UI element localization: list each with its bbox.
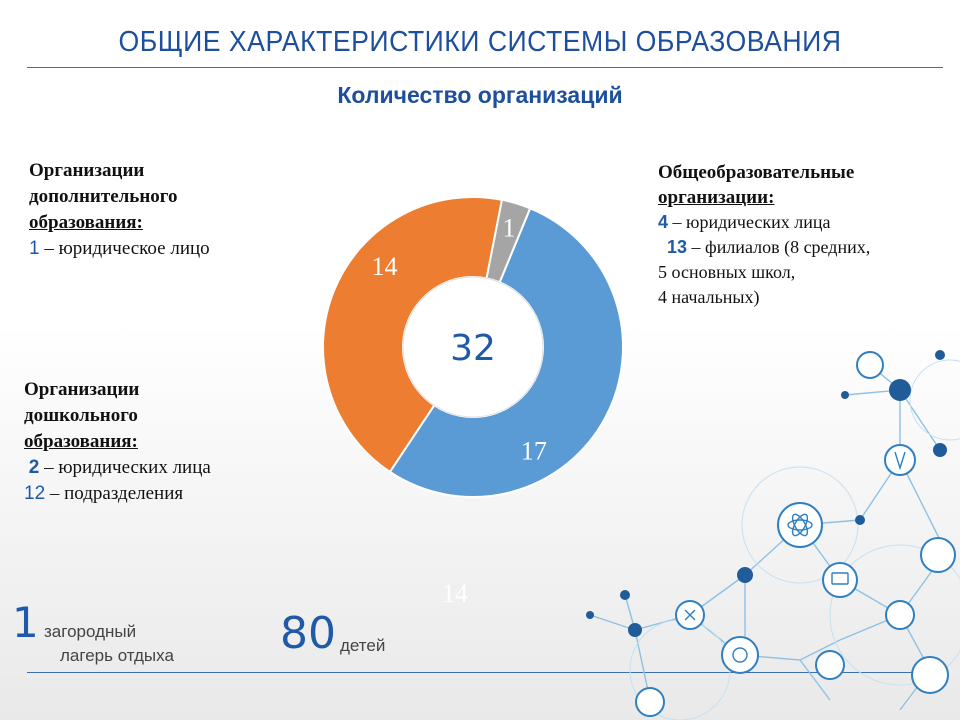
general-education-block: Общеобразовательные организации: 4 – юри…: [658, 160, 870, 310]
donut-hole: [402, 276, 544, 418]
count-line: 2 – юридических лица: [24, 455, 211, 481]
block-heading-line: Организации: [24, 379, 140, 400]
children-count: 80: [280, 608, 336, 659]
count-text: – филиалов (8 средних,: [687, 237, 871, 257]
count-line: 1 – юридическое лицо: [29, 236, 210, 262]
block-heading-line: Общеобразовательные: [658, 162, 855, 183]
count-text: – юридических лица: [39, 457, 211, 478]
detail-line: 4 начальных): [658, 287, 760, 307]
count-text: – подразделения: [45, 483, 184, 504]
count-text: – юридических лица: [668, 212, 831, 232]
block-heading-line: дополнительного: [29, 186, 178, 207]
page-title: ОБЩИЕ ХАРАКТЕРИСТИКИ СИСТЕМЫ ОБРАЗОВАНИЯ: [118, 26, 842, 58]
block-heading-line: образования:: [24, 431, 138, 452]
preschool-education-block: Организации дошкольного образования: 2 –…: [24, 377, 211, 507]
science-network-decoration: [586, 350, 960, 720]
block-heading-line: Организации: [29, 160, 145, 181]
slice-value-label: 1: [503, 213, 516, 242]
chart-title: Количество организаций: [337, 82, 623, 108]
slice-value-label: 14: [371, 252, 397, 281]
count-value: 13: [667, 237, 688, 257]
camp-label-line2: лагерь отдыха: [60, 646, 174, 665]
camp-count: 1: [12, 598, 39, 647]
detail-line: 5 основных школ,: [658, 262, 796, 282]
count-line: 13 – филиалов (8 средних,: [658, 235, 870, 260]
block-heading-line: организации:: [658, 187, 775, 208]
children-label: детей: [340, 636, 386, 655]
chart-extra-label-wrap: 14: [442, 579, 468, 608]
count-value: 12: [24, 483, 46, 504]
count-text: – юридическое лицо: [39, 238, 210, 259]
chart-extra-label: 14: [442, 579, 468, 608]
title-divider: [27, 67, 943, 68]
count-line: 12 – подразделения: [24, 481, 211, 507]
camp-label-line1: загородный: [44, 622, 137, 641]
count-value: 1: [29, 238, 40, 259]
block-heading-line: дошкольного: [24, 405, 138, 426]
slice-value-label: 17: [521, 436, 547, 465]
count-value: 4: [658, 212, 669, 232]
count-line: 4 – юридических лица: [658, 210, 870, 235]
count-value: 2: [28, 457, 40, 478]
block-heading-line: образования:: [29, 212, 143, 233]
chart-center-total: 32: [450, 328, 496, 369]
footer-divider: [27, 672, 943, 673]
additional-education-block: Организации дополнительного образования:…: [29, 158, 210, 262]
